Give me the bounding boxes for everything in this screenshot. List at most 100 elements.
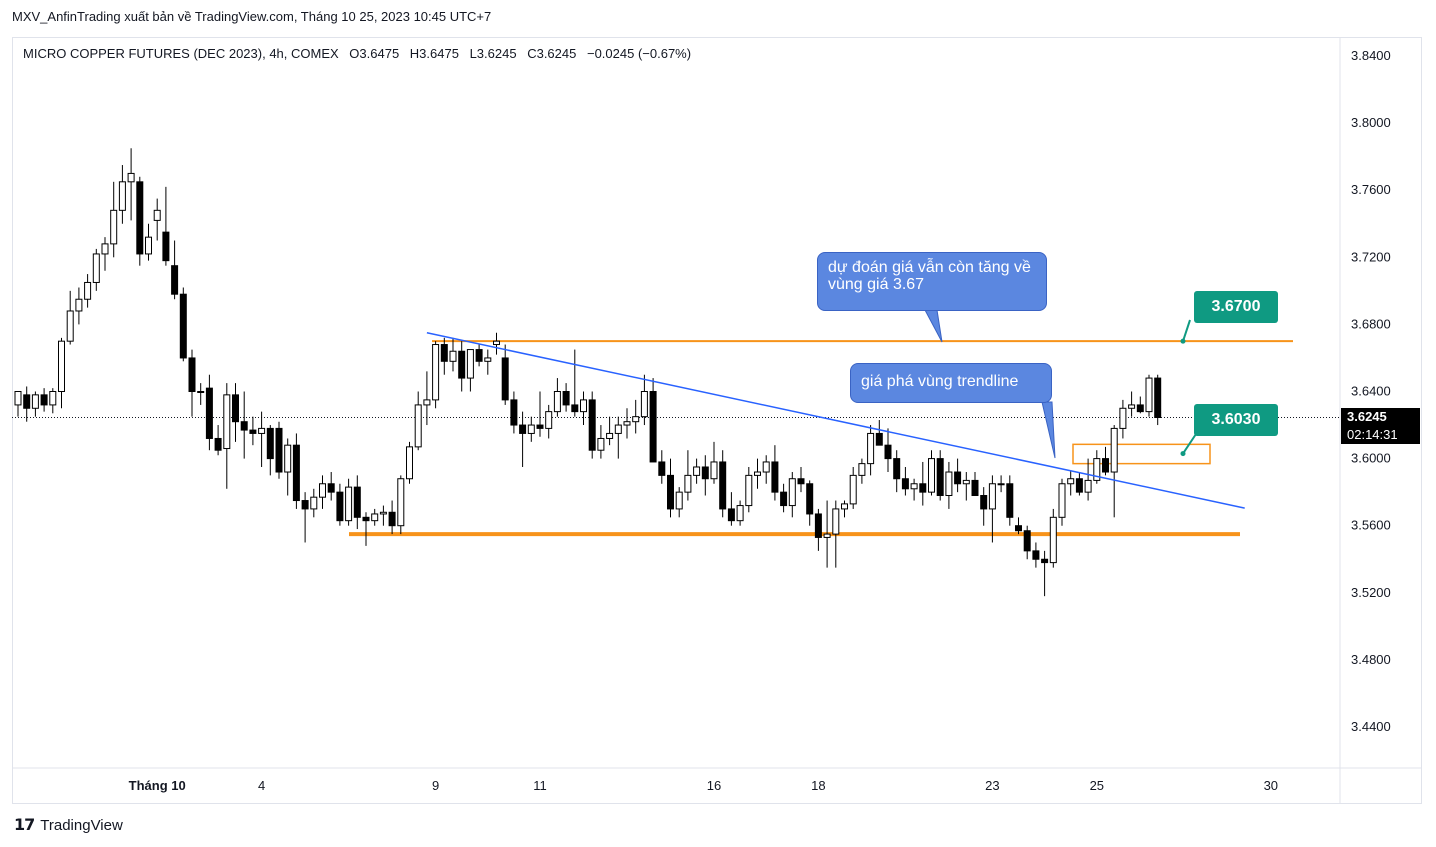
price-tick-label: 3.6800 <box>1351 316 1391 331</box>
candle-up <box>284 444 292 473</box>
target-label-connector <box>1182 319 1191 342</box>
candle-up <box>849 474 857 505</box>
candle-down <box>667 474 674 510</box>
candle-down <box>510 399 518 426</box>
candle-down <box>1136 404 1144 413</box>
candle-up <box>118 181 126 211</box>
candle-down <box>1015 525 1022 532</box>
candle-down <box>275 427 283 473</box>
candle-down <box>458 350 466 379</box>
candle-down <box>1041 558 1049 564</box>
candle-up <box>14 391 22 406</box>
candle-up <box>858 463 866 476</box>
price-tick-label: 3.8000 <box>1351 115 1391 130</box>
time-tick-label: 30 <box>1264 778 1278 793</box>
forecast-callout-pointer <box>924 309 943 343</box>
candle-down <box>884 444 892 460</box>
candle-down <box>440 344 448 362</box>
levels-layer <box>349 340 1293 537</box>
candle-up <box>345 486 353 522</box>
candle-up <box>484 357 492 362</box>
trend-layer <box>426 332 1245 509</box>
candle-down <box>719 461 727 510</box>
candle-up <box>1110 427 1118 473</box>
candle-up <box>997 483 1005 486</box>
candle-down <box>205 387 213 439</box>
candle-down <box>936 458 944 497</box>
candle-up <box>1119 407 1127 429</box>
candle-up <box>466 349 474 379</box>
candle-up <box>623 421 631 426</box>
candle-up <box>493 340 500 346</box>
time-tick-label: 16 <box>707 778 721 793</box>
price-tick-label: 3.8400 <box>1351 48 1391 63</box>
tradingview-logo[interactable]: 𝟭𝟳 TradingView <box>14 815 123 835</box>
candle-up <box>310 496 318 510</box>
candle-up <box>258 427 266 434</box>
candle-up <box>632 416 640 423</box>
candle-down <box>1023 530 1031 552</box>
candle-down <box>179 293 187 359</box>
candle-up <box>1067 478 1075 485</box>
candle-down <box>806 483 814 515</box>
candle-down <box>701 466 709 480</box>
publish-info: MXV_AnfinTrading xuất bản về TradingView… <box>12 9 492 24</box>
candle-up <box>145 236 152 255</box>
chart-frame <box>12 37 1422 804</box>
legend-symbol: MICRO COPPER FUTURES (DEC 2023), 4h, COM… <box>23 46 339 61</box>
target-price-label[interactable]: 3.6700 <box>1194 291 1278 323</box>
price-tick-label: 3.5600 <box>1351 518 1391 533</box>
candle-up <box>606 432 614 439</box>
candle-up <box>423 399 431 406</box>
target-label-anchor <box>1180 338 1186 344</box>
forecast-callout[interactable]: dự đoán giá vẫn còn tăng về vùng giá 3.6… <box>817 252 1047 311</box>
candle-up <box>736 505 744 522</box>
candle-down <box>188 357 196 393</box>
candle-up <box>379 511 387 515</box>
last-price-tag: 3.6245 <box>1341 408 1420 426</box>
candle-up <box>832 508 840 535</box>
candle-down <box>658 461 666 476</box>
price-tick-label: 3.7600 <box>1351 182 1391 197</box>
candle-up <box>127 172 135 183</box>
breakout-callout-pointer <box>1041 401 1056 459</box>
candle-down <box>171 265 179 295</box>
chart-legend: MICRO COPPER FUTURES (DEC 2023), 4h, COM… <box>23 46 698 61</box>
time-tick-label: 23 <box>985 778 999 793</box>
candle-up <box>553 391 561 413</box>
candle-up <box>223 394 231 450</box>
candle-down <box>814 513 822 538</box>
candle-up <box>988 483 996 510</box>
candle-up <box>397 478 405 527</box>
price-tick-label: 3.4800 <box>1351 652 1391 667</box>
candle-down <box>571 404 579 413</box>
candle-down <box>362 516 370 522</box>
price-tick-label: 3.7200 <box>1351 249 1391 264</box>
candle-down <box>214 437 222 451</box>
candle-up <box>1128 404 1136 409</box>
candle-down <box>162 231 170 262</box>
candle-down <box>1032 550 1040 560</box>
candle-down <box>1154 377 1162 419</box>
support-price-label[interactable]: 3.6030 <box>1194 404 1278 436</box>
candle-down <box>23 394 31 409</box>
breakout-callout[interactable]: giá phá vùng trendline <box>850 363 1052 403</box>
candle-down <box>797 478 805 485</box>
candle-up <box>945 471 953 497</box>
candles-layer <box>14 148 1162 597</box>
candle-up <box>928 458 935 493</box>
time-tick-label: 18 <box>811 778 825 793</box>
candle-down <box>266 427 274 460</box>
candle-down <box>875 432 883 446</box>
candle-down <box>336 491 344 522</box>
candle-down <box>971 479 979 497</box>
candle-up <box>406 446 413 480</box>
candle-down <box>893 458 901 480</box>
axis-layer: 3.8400 3.8000 3.7600 3.7200 3.6800 3.6400 3.60… <box>129 48 1391 793</box>
support-label-anchor <box>1180 451 1186 457</box>
candle-down <box>727 508 735 522</box>
bar-countdown: 02:14:31 <box>1341 426 1420 444</box>
candle-down <box>232 394 239 423</box>
candle-down <box>519 424 527 434</box>
